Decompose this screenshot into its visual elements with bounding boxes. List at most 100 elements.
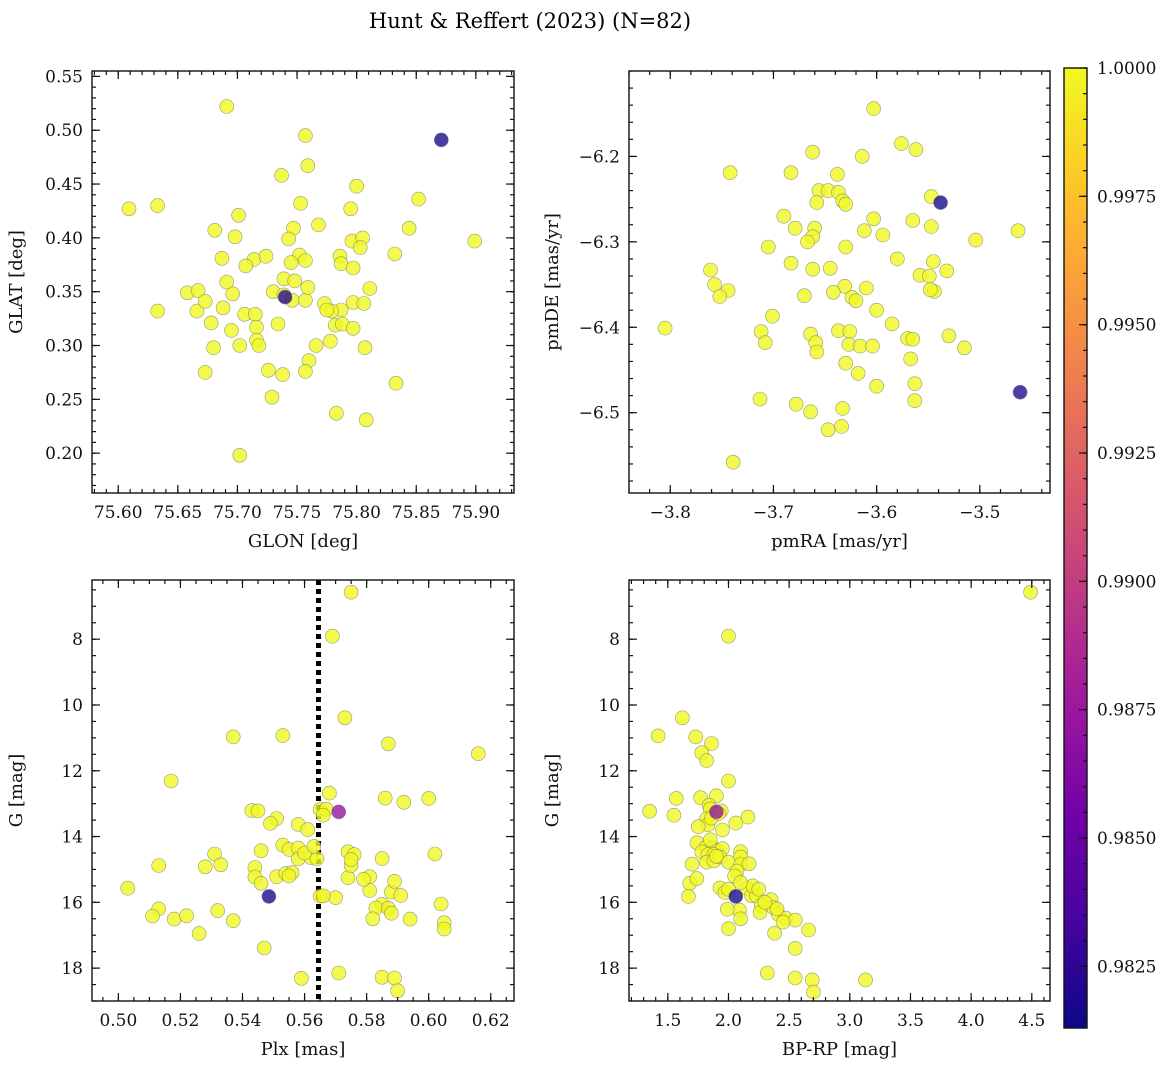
- data-point: [941, 328, 957, 344]
- data-point: [741, 856, 757, 872]
- data-point: [757, 894, 773, 910]
- colorbar-tick-label: 0.9850: [1097, 829, 1156, 849]
- data-point: [331, 804, 347, 820]
- y-tick-label: 0.25: [45, 390, 83, 410]
- data-point: [699, 753, 714, 768]
- data-point: [328, 890, 343, 906]
- data-point: [433, 132, 449, 148]
- data-point: [166, 911, 182, 927]
- data-point: [905, 213, 921, 228]
- x-tick-label: −3.7: [753, 503, 794, 523]
- data-point: [837, 278, 853, 294]
- data-point: [374, 969, 390, 985]
- data-point: [298, 364, 313, 379]
- data-point: [232, 447, 248, 463]
- data-point: [835, 401, 850, 416]
- x-tick-label: 0.62: [472, 1011, 510, 1031]
- colorbar-frame: [1063, 67, 1088, 1029]
- colorbar-tick-label: 1.0000: [1097, 59, 1156, 79]
- data-point: [315, 807, 331, 823]
- data-point: [421, 791, 437, 806]
- data-point: [728, 815, 744, 831]
- x-tick-label: 75.85: [392, 503, 441, 523]
- y-tick-label: 0.50: [45, 121, 83, 141]
- data-point: [709, 804, 724, 820]
- y-tick-label: 10: [61, 696, 83, 716]
- y-tick-label: 0.40: [45, 229, 83, 249]
- data-point: [258, 248, 274, 264]
- y-tick-label: −6.4: [579, 318, 620, 338]
- data-point: [797, 288, 812, 304]
- data-point: [775, 914, 791, 930]
- data-point: [776, 208, 792, 224]
- axes-frame: [91, 579, 515, 1002]
- data-point: [903, 351, 919, 367]
- data-layer: [120, 580, 486, 1001]
- data-point: [231, 208, 246, 223]
- data-point: [356, 296, 372, 311]
- data-point: [908, 142, 924, 157]
- data-point: [957, 340, 972, 356]
- x-tick-label: 0.50: [99, 1011, 137, 1031]
- data-point: [921, 268, 937, 284]
- data-point: [388, 375, 404, 391]
- data-point: [933, 195, 948, 210]
- data-point: [300, 280, 316, 295]
- data-point: [889, 251, 905, 267]
- data-point: [219, 99, 234, 114]
- data-point: [300, 822, 316, 837]
- y-axis-label: G [mag]: [6, 754, 27, 827]
- data-point: [150, 303, 165, 319]
- data-point: [838, 355, 854, 371]
- colorbar-tick-label: 0.9975: [1097, 187, 1156, 207]
- data-point: [642, 803, 657, 819]
- data-point: [433, 896, 449, 912]
- data-point: [387, 246, 403, 262]
- data-point: [788, 396, 804, 412]
- x-tick-label: 3.5: [897, 1011, 924, 1031]
- y-tick-label: 10: [598, 696, 620, 716]
- data-point: [322, 785, 337, 801]
- data-point: [721, 921, 736, 936]
- data-point: [340, 870, 356, 886]
- data-point: [907, 376, 923, 392]
- y-tick-label: −6.5: [579, 404, 620, 424]
- data-point: [283, 255, 299, 270]
- data-point: [121, 201, 137, 217]
- x-tick-label: −3.5: [959, 503, 1000, 523]
- data-point: [309, 851, 325, 866]
- y-axis-label: G [mag]: [542, 754, 563, 827]
- x-tick-label: 75.90: [452, 503, 501, 523]
- data-point: [804, 972, 820, 988]
- data-point: [270, 316, 286, 332]
- data-point: [225, 729, 241, 745]
- data-point: [345, 260, 361, 276]
- data-point: [298, 292, 313, 308]
- x-tick-label: 0.54: [224, 1011, 262, 1031]
- data-point: [329, 405, 344, 421]
- data-point: [869, 302, 884, 318]
- data-point: [306, 839, 322, 854]
- data-point: [721, 773, 736, 789]
- x-tick-label: 0.52: [162, 1011, 200, 1031]
- data-point: [275, 728, 291, 743]
- data-point: [191, 926, 207, 941]
- data-point: [865, 338, 880, 354]
- data-point: [805, 144, 821, 160]
- data-point: [787, 912, 803, 928]
- data-point: [263, 816, 278, 831]
- data-point: [393, 888, 409, 903]
- data-point: [224, 323, 239, 338]
- data-point: [281, 868, 297, 884]
- data-point: [349, 178, 364, 194]
- y-tick-label: −6.3: [579, 233, 620, 253]
- data-point: [325, 628, 340, 644]
- data-point: [345, 320, 361, 336]
- data-point: [704, 736, 719, 751]
- data-point: [838, 197, 854, 212]
- data-point: [251, 338, 267, 353]
- data-point: [787, 941, 803, 956]
- colorbar-tick-label: 0.9825: [1097, 957, 1156, 977]
- y-tick-label: 14: [61, 828, 83, 848]
